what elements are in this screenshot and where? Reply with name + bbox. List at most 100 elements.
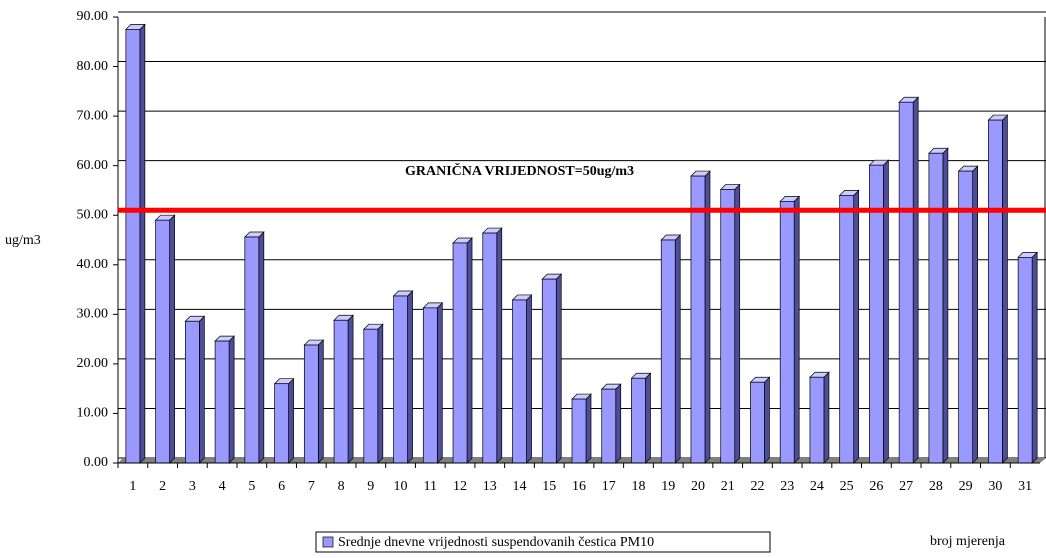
x-tick-label: 17 bbox=[602, 479, 616, 494]
y-tick-label: 80.00 bbox=[77, 59, 109, 74]
bar bbox=[690, 175, 706, 464]
x-tick-label: 5 bbox=[248, 479, 255, 494]
y-tick-label: 0.00 bbox=[84, 455, 109, 470]
bar-side bbox=[317, 339, 324, 464]
bar-side bbox=[912, 96, 919, 464]
bar-side bbox=[942, 147, 949, 464]
bar-side bbox=[585, 393, 592, 464]
x-tick-label: 24 bbox=[810, 479, 824, 494]
x-tick-label: 26 bbox=[869, 479, 883, 494]
bar bbox=[601, 388, 617, 464]
bar-side bbox=[288, 377, 294, 464]
bar bbox=[631, 377, 646, 464]
x-tick-label: 2 bbox=[159, 479, 166, 494]
bar-side bbox=[764, 376, 770, 464]
bar bbox=[422, 307, 438, 464]
bar bbox=[1017, 256, 1033, 464]
bar-side bbox=[407, 290, 413, 464]
x-tick-label: 13 bbox=[483, 479, 497, 494]
x-tick-label: 27 bbox=[899, 479, 913, 494]
legend-swatch bbox=[322, 536, 334, 548]
bar-side bbox=[258, 231, 265, 464]
x-tick-label: 7 bbox=[308, 479, 315, 494]
bar bbox=[541, 278, 557, 464]
bar-side bbox=[645, 372, 651, 464]
x-tick-label: 31 bbox=[1018, 479, 1032, 494]
bar bbox=[155, 219, 170, 464]
bar bbox=[928, 152, 944, 464]
legend-label: Srednje dnevne vrijednosti suspendovanih… bbox=[338, 535, 654, 550]
y-tick-label: 70.00 bbox=[77, 108, 109, 123]
bar-side bbox=[1031, 251, 1038, 464]
y-tick-label: 50.00 bbox=[77, 207, 109, 222]
bar-side bbox=[823, 371, 830, 464]
bar-side bbox=[734, 183, 741, 464]
legend-box bbox=[315, 531, 771, 553]
bar bbox=[452, 242, 468, 464]
bar-side bbox=[555, 273, 562, 464]
bar-side bbox=[377, 323, 384, 464]
x-tick-label: 19 bbox=[661, 479, 675, 494]
x-tick-label: 16 bbox=[572, 479, 586, 494]
x-tick-label: 4 bbox=[219, 479, 226, 494]
y-tick-label: 30.00 bbox=[77, 307, 109, 322]
bar bbox=[363, 328, 379, 464]
bar-side bbox=[674, 234, 681, 464]
x-tick-label: 3 bbox=[189, 479, 196, 494]
bar bbox=[333, 319, 349, 464]
bar bbox=[274, 383, 289, 464]
x-axis-label: broj mjerenja bbox=[930, 534, 1006, 549]
bar-side bbox=[436, 302, 443, 464]
bar-side bbox=[228, 335, 235, 464]
x-tick-label: 21 bbox=[721, 479, 735, 494]
y-tick-label: 20.00 bbox=[77, 356, 109, 371]
x-tick-label: 23 bbox=[780, 479, 794, 494]
bar-side bbox=[526, 294, 532, 464]
x-tick-label: 29 bbox=[959, 479, 973, 494]
bar-side bbox=[704, 170, 711, 464]
x-tick-label: 28 bbox=[929, 479, 943, 494]
bar bbox=[750, 381, 765, 464]
bar bbox=[303, 344, 319, 464]
bar bbox=[571, 398, 587, 464]
bar bbox=[214, 340, 230, 464]
x-tick-label: 10 bbox=[394, 479, 408, 494]
bar bbox=[185, 320, 200, 464]
bar bbox=[779, 200, 795, 464]
bar-side bbox=[169, 214, 175, 464]
x-tick-label: 15 bbox=[542, 479, 556, 494]
x-tick-label: 20 bbox=[691, 479, 705, 494]
x-tick-label: 9 bbox=[367, 479, 374, 494]
bar bbox=[988, 119, 1003, 464]
y-tick-label: 40.00 bbox=[77, 257, 109, 272]
x-tick-label: 8 bbox=[338, 479, 345, 494]
bar-side bbox=[1002, 114, 1008, 464]
bar bbox=[482, 232, 498, 464]
bar bbox=[958, 170, 973, 464]
bar-side bbox=[347, 314, 354, 464]
x-tick-label: 1 bbox=[129, 479, 136, 494]
x-tick-label: 22 bbox=[750, 479, 764, 494]
bar bbox=[660, 239, 676, 464]
bar-side bbox=[615, 383, 622, 464]
x-tick-label: 6 bbox=[278, 479, 285, 494]
bar bbox=[125, 29, 141, 464]
bar-side bbox=[466, 237, 473, 464]
bar bbox=[512, 299, 527, 464]
bar bbox=[393, 295, 408, 464]
y-tick-label: 90.00 bbox=[77, 9, 109, 24]
x-tick-label: 14 bbox=[513, 479, 527, 494]
y-axis-label: ug/m3 bbox=[5, 233, 41, 248]
limit-label: GRANIČNA VRIJEDNOST=50ug/m3 bbox=[405, 162, 634, 179]
bar bbox=[244, 236, 260, 464]
bar-side bbox=[139, 23, 146, 464]
y-tick-label: 60.00 bbox=[77, 158, 109, 173]
bar-side bbox=[883, 159, 889, 464]
bar-side bbox=[199, 315, 205, 464]
bar-side bbox=[853, 189, 860, 464]
bar bbox=[720, 189, 736, 464]
x-tick-label: 30 bbox=[988, 479, 1002, 494]
bar bbox=[839, 195, 855, 464]
bar-side bbox=[496, 227, 503, 464]
